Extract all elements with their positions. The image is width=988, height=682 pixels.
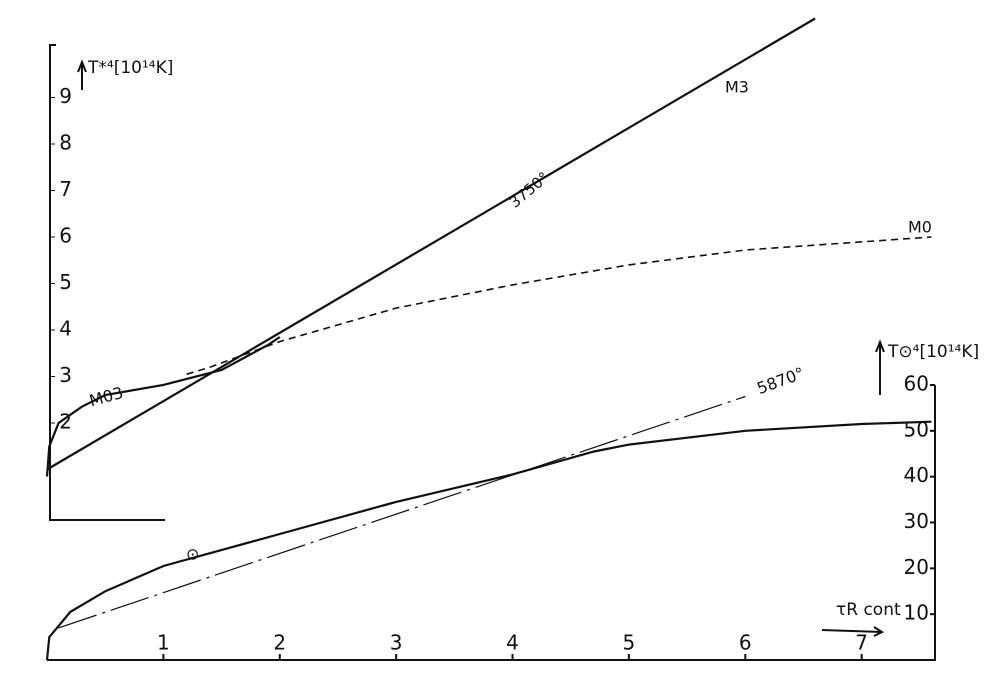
annotation: 3750° (506, 168, 553, 211)
y2-arrow (875, 339, 885, 395)
series-label: M0 (908, 218, 932, 237)
series-label: M03 (87, 383, 125, 410)
y-arrow (77, 59, 87, 90)
y2-tick-label: 60 (904, 372, 929, 396)
series-label: M3 (725, 78, 749, 97)
bottom-right-axis (47, 385, 936, 661)
y-tick-label: 3 (59, 363, 72, 387)
y2-tick-label: 40 (904, 463, 929, 487)
y2-tick-label: 30 (904, 509, 929, 533)
series-line (58, 395, 746, 629)
x-tick-label: 4 (506, 631, 519, 655)
y2-label: T⊙⁴[10¹⁴K] (887, 342, 979, 362)
left-axis (49, 44, 165, 521)
x-tick-label: 2 (273, 631, 286, 655)
y-tick-label: 6 (59, 224, 72, 248)
y-tick-label: 8 (59, 131, 72, 155)
series-label: 5870° (754, 363, 806, 398)
y-tick-label: 7 (59, 177, 72, 201)
x-tick-label: 1 (157, 631, 170, 655)
x-tick-label: 5 (623, 631, 636, 655)
x-tick-label: 7 (855, 631, 868, 655)
series-line (186, 236, 932, 375)
series-line (46, 17, 816, 471)
y-tick-label: 4 (59, 317, 72, 341)
series-label: ⊙ (186, 545, 199, 564)
series-line (45, 420, 932, 661)
x-tick-label: 6 (739, 631, 752, 655)
x-arrow (821, 626, 885, 637)
y-label: T*⁴[10¹⁴K] (87, 58, 173, 78)
x-tick-label: 3 (390, 631, 403, 655)
y-tick-label: 5 (59, 270, 72, 294)
series-line (45, 336, 281, 477)
y2-tick-label: 20 (904, 555, 929, 579)
y2-tick-label: 10 (904, 601, 929, 625)
y-tick-label: 9 (59, 84, 72, 108)
x-label: τR cont (836, 600, 901, 620)
